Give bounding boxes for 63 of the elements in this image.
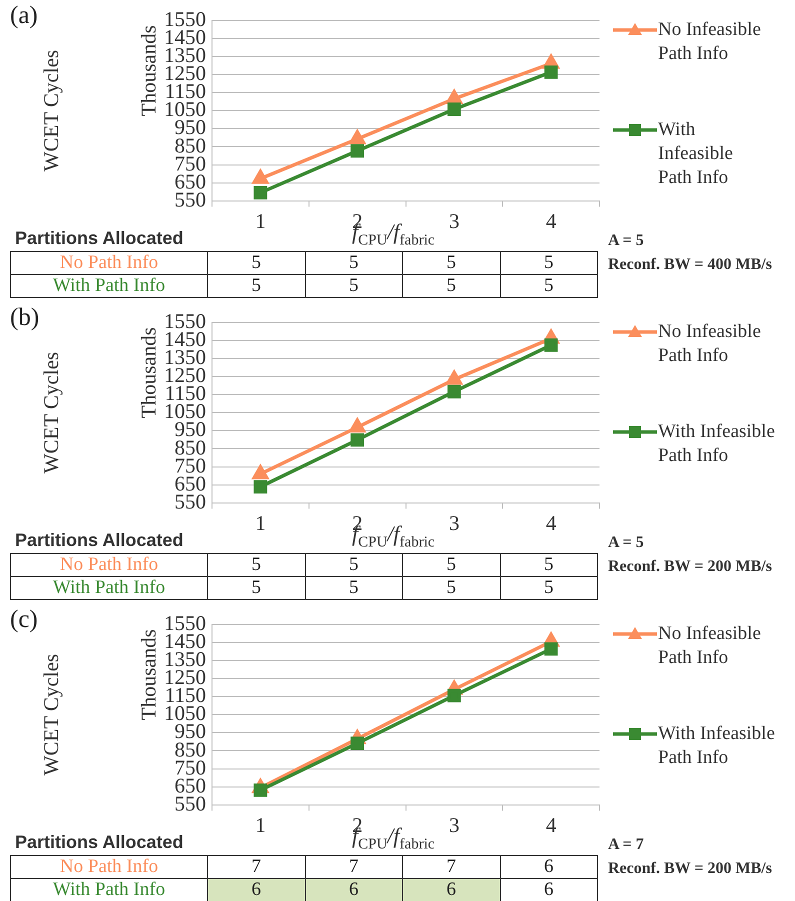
x-tick-label: 3 (448, 510, 460, 535)
data-label: 5 (402, 576, 500, 600)
x-tick-label: 1 (255, 812, 266, 837)
data-label: 5 (500, 576, 598, 600)
x-tick-label: 4 (546, 812, 557, 837)
data-label: 6 (402, 878, 500, 901)
data-label: 5 (305, 274, 402, 298)
text: Thousands (136, 629, 161, 720)
y-tick-label: No Path Info (10, 252, 208, 274)
chart-title: (c) (10, 606, 38, 634)
legend-label: No Infeasible Path Info (658, 320, 762, 368)
data-label: 7 (402, 856, 500, 878)
text: Thousands (136, 327, 161, 418)
data-label: 5 (208, 576, 305, 600)
chart-title: (a) (10, 2, 38, 30)
text: Thousands (136, 25, 161, 116)
chart-title: (b) (10, 304, 40, 332)
y-axis-title: WCET Cycles (39, 654, 64, 776)
data-label: 6 (305, 878, 402, 901)
data-label: 5 (500, 554, 598, 576)
text: A = 7 (608, 836, 644, 854)
y-axis-title: WCET Cycles (39, 50, 64, 172)
x-tick-label: 1 (255, 510, 266, 535)
data-label: 7 (208, 856, 305, 878)
chart-title: Partitions Allocated (15, 530, 184, 551)
y-tick-label: With Path Info (10, 274, 208, 298)
text: A = 5 (608, 232, 644, 250)
chart-title: Partitions Allocated (15, 228, 184, 249)
data-label: 5 (305, 554, 402, 576)
y-axis-title: WCET Cycles (39, 352, 64, 474)
text: Reconf. BW = 200 MB/s (608, 860, 772, 878)
data-label: 5 (402, 274, 500, 298)
data-label: 7 (305, 856, 402, 878)
data-label: 5 (208, 252, 305, 274)
legend-label: No Infeasible Path Info (658, 18, 762, 66)
data-label: 5 (208, 274, 305, 298)
x-tick-label: 4 (546, 208, 557, 233)
x-tick-label: 4 (546, 510, 557, 535)
legend-label: With Infeasible Path Info (658, 722, 776, 770)
data-label: 6 (500, 856, 598, 878)
data-label: 5 (208, 554, 305, 576)
text: A = 5 (608, 534, 644, 552)
y-tick-label: No Path Info (10, 554, 208, 576)
data-label: 5 (305, 252, 402, 274)
chart-title: Partitions Allocated (15, 832, 184, 853)
legend-label: With Infeasible Path Info (658, 118, 734, 190)
data-label: 5 (500, 274, 598, 298)
data-label: 5 (305, 576, 402, 600)
y-tick-label: No Path Info (10, 856, 208, 878)
y-tick-label: With Path Info (10, 576, 208, 600)
data-label: 6 (208, 878, 305, 901)
x-tick-label: 3 (448, 208, 460, 233)
legend-label: With Infeasible Path Info (658, 420, 776, 468)
data-label: 5 (500, 252, 598, 274)
data-label: 5 (402, 554, 500, 576)
data-label: 5 (402, 252, 500, 274)
x-tick-label: 1 (255, 208, 266, 233)
text: Reconf. BW = 400 MB/s (608, 256, 772, 274)
data-label: 6 (500, 878, 598, 901)
y-tick-label: With Path Info (10, 878, 208, 901)
legend-label: No Infeasible Path Info (658, 622, 762, 670)
text: Reconf. BW = 200 MB/s (608, 558, 772, 576)
x-tick-label: 3 (448, 812, 460, 837)
